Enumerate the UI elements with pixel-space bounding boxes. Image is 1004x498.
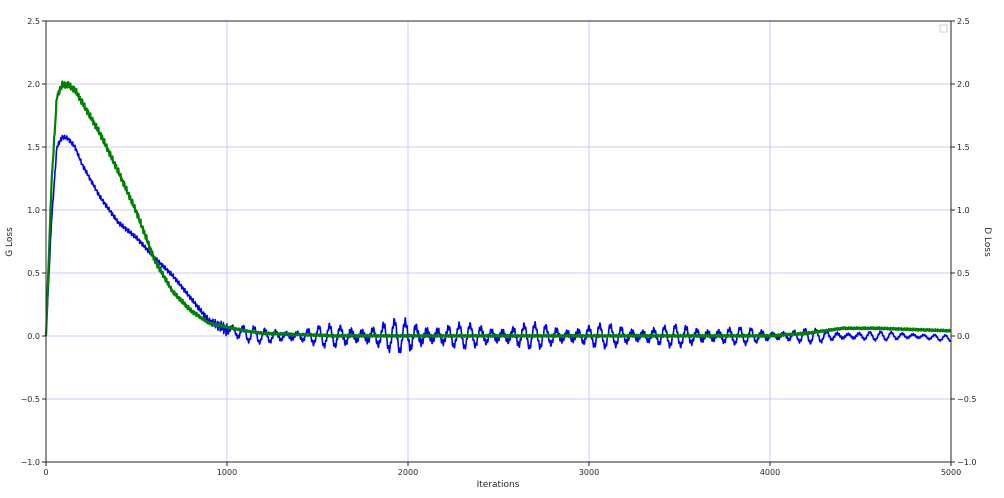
x-tick-label: 5000 xyxy=(941,468,961,477)
y-axis-label-right: D Loss xyxy=(982,227,992,257)
y-tick-label-right: 1.5 xyxy=(957,143,970,152)
y-tick-label-right: 2.5 xyxy=(957,17,970,26)
y-tick-label-right: −1.0 xyxy=(957,458,976,467)
legend xyxy=(939,24,948,33)
series-line-d-loss xyxy=(44,80,952,338)
y-tick-label-right: 0.0 xyxy=(957,332,970,341)
x-tick-label: 2000 xyxy=(398,468,418,477)
y-tick-label-left: 1.5 xyxy=(27,143,40,152)
series-line-g-loss xyxy=(45,134,952,354)
x-tick-label: 3000 xyxy=(579,468,599,477)
x-tick-label: 1000 xyxy=(217,468,237,477)
y-tick-label-left: 1.0 xyxy=(27,206,40,215)
x-tick-label: 4000 xyxy=(760,468,780,477)
y-tick-label-right: 0.5 xyxy=(957,269,970,278)
x-tick-label: 0 xyxy=(43,468,48,477)
axes: 0 1000 2000 3000 4000 5000−1.0−0.50.00.51.01.… xyxy=(21,17,977,477)
x-axis-label: Iterations xyxy=(477,480,520,490)
legend-box xyxy=(939,24,948,33)
y-axis-label-left: G Loss xyxy=(5,227,15,257)
grid xyxy=(45,20,952,463)
y-tick-label-left: −0.5 xyxy=(21,395,40,404)
series-layer xyxy=(44,80,952,354)
y-tick-label-right: 2.0 xyxy=(957,80,970,89)
plot-frame xyxy=(45,20,952,463)
y-tick-label-left: 0.0 xyxy=(27,332,40,341)
y-tick-label-right: −0.5 xyxy=(957,395,976,404)
y-tick-label-left: −1.0 xyxy=(21,458,40,467)
y-tick-label-left: 0.5 xyxy=(27,269,40,278)
y-tick-label-left: 2.0 xyxy=(27,80,40,89)
y-tick-label-right: 1.0 xyxy=(957,206,970,215)
y-tick-label-left: 2.5 xyxy=(27,17,40,26)
